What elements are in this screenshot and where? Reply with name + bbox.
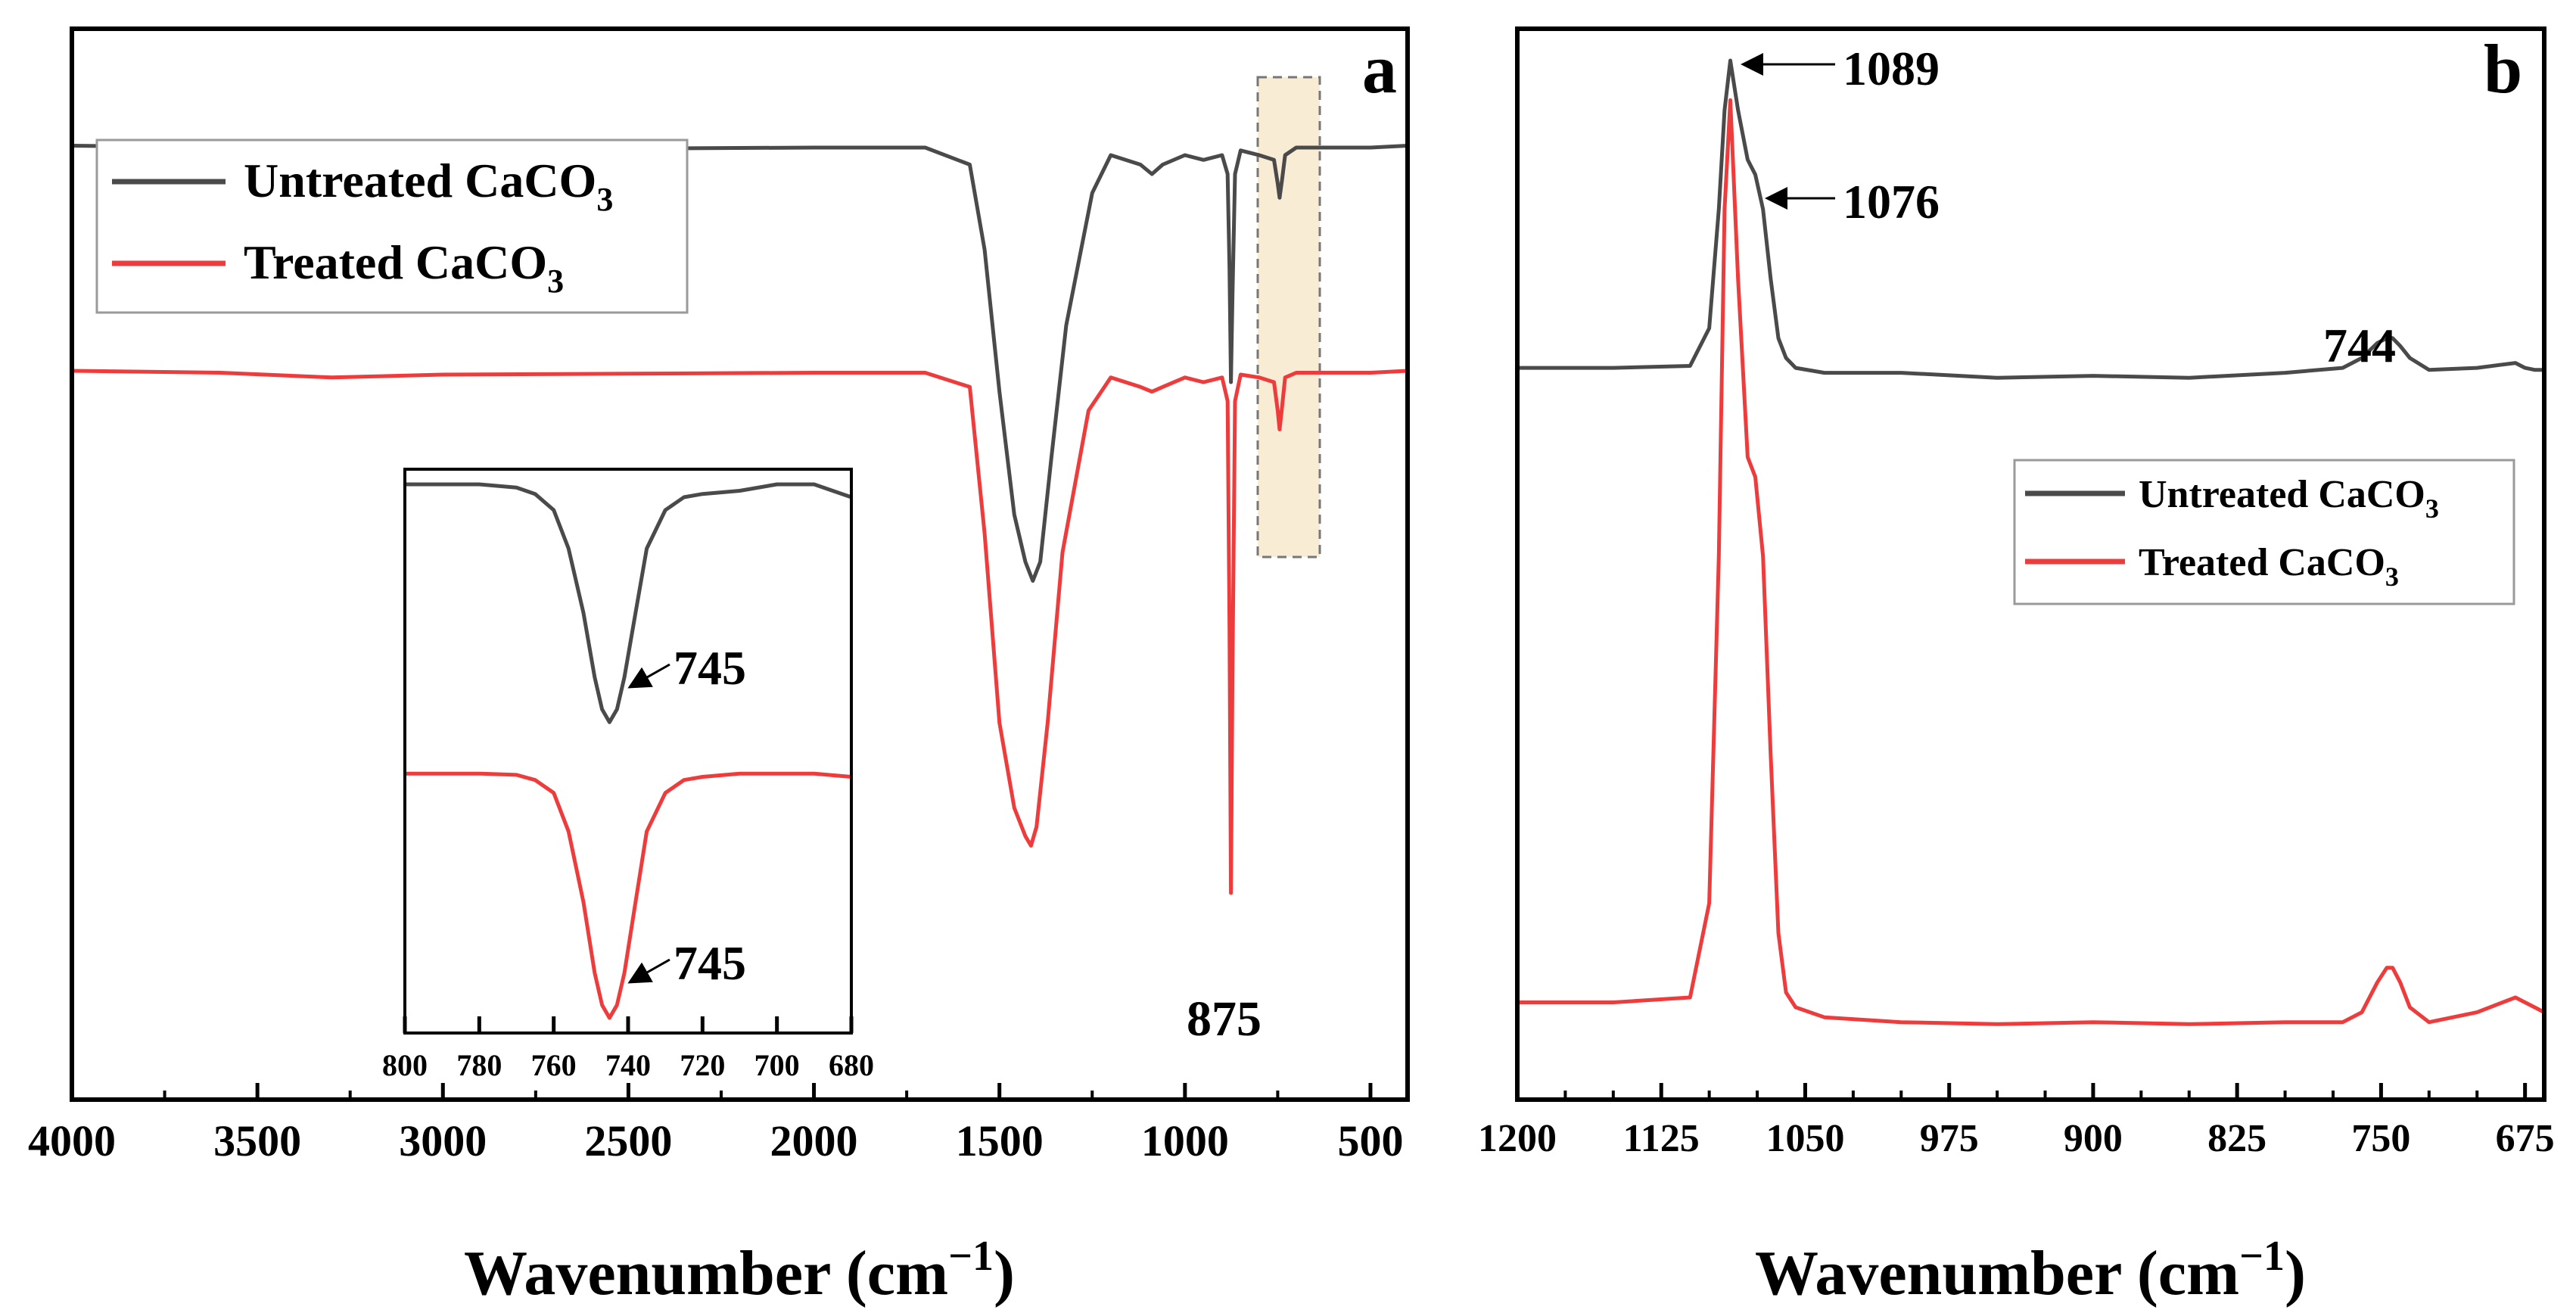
panel-a-tick-label: 4000 <box>28 1116 116 1165</box>
panel-a-tick-label: 3500 <box>213 1116 301 1165</box>
inset-peak-label-treated: 745 <box>674 936 746 990</box>
peak-label-744: 744 <box>2323 319 2396 372</box>
panel-b-series <box>1517 58 2546 1026</box>
panel-b-series-line-treated <box>1517 98 2546 1026</box>
legend-box <box>2013 459 2515 605</box>
panel-a-label: a <box>1362 30 1397 107</box>
panel-a-legend: Untreated CaCO3 Treated CaCO3 <box>95 138 689 314</box>
inset-plot: 800 780 760 740 720 700 680 745 745 <box>382 468 874 1082</box>
inset-x-ticks: 800 780 760 740 720 700 680 <box>382 1016 874 1082</box>
panel-b-frame <box>1515 26 2546 1102</box>
inset-series-line-untreated <box>405 482 852 724</box>
panel-a-x-ticks: 4000 3500 3000 2500 2000 1500 1000 500 <box>28 1083 1403 1165</box>
legend-box <box>95 138 689 314</box>
panel-a-tick-label: 2500 <box>584 1116 672 1165</box>
panel-b-tick-label: 900 <box>2064 1117 2123 1160</box>
legend-label-untreated: Untreated CaCO3 <box>244 154 613 218</box>
inset-tick-label: 720 <box>680 1048 725 1082</box>
legend-label-treated: Treated CaCO3 <box>244 235 564 300</box>
panel-b-x-ticks: 1200 1125 1050 975 900 825 750 675 <box>1478 1083 2555 1160</box>
inset-tick-label: 800 <box>382 1048 428 1082</box>
inset-tick-label: 760 <box>531 1048 577 1082</box>
panel-b-tick-label: 825 <box>2207 1117 2266 1160</box>
inset-tick-label: 780 <box>456 1048 502 1082</box>
inset-arrow-treated <box>627 958 670 984</box>
panel-b-tick-label: 975 <box>1920 1117 1979 1160</box>
panel-a-series-line-treated <box>71 369 1408 895</box>
panel-a-frame <box>70 26 1410 1102</box>
peak-label-1076: 1076 <box>1843 175 1940 229</box>
panel-a-series-line-untreated <box>71 144 1408 583</box>
panel-b-legend: Untreated CaCO3 Treated CaCO3 <box>2013 459 2515 605</box>
inset-tick-label: 700 <box>754 1048 800 1082</box>
panel-b-series-line-untreated <box>1517 58 2544 380</box>
inset-tick-label: 740 <box>605 1048 651 1082</box>
panel-b-tick-label: 750 <box>2351 1117 2410 1160</box>
peak-label-1089: 1089 <box>1843 42 1940 95</box>
inset-arrow-untreated <box>627 663 670 689</box>
panel-a-tick-label: 1500 <box>956 1116 1044 1165</box>
panel-b-tick-label: 1050 <box>1766 1117 1844 1160</box>
inset-tick-label: 680 <box>829 1048 874 1082</box>
legend-label-treated: Treated CaCO3 <box>2139 541 2399 592</box>
panel-b-tick-label: 1200 <box>1478 1117 1557 1160</box>
panel-b-label: b <box>2484 30 2522 107</box>
panel-a-tick-label: 1000 <box>1141 1116 1229 1165</box>
panel-a-series <box>71 144 1408 895</box>
panel-b-tick-label: 675 <box>2496 1117 2555 1160</box>
panel-a-tick-label: 3000 <box>399 1116 487 1165</box>
panel-b: 1200 1125 1050 975 900 825 750 675 b 1089 1076 … <box>1478 26 2555 1308</box>
inset-series <box>405 482 852 1020</box>
inset-peak-label-untreated: 745 <box>674 641 746 695</box>
panel-a-tick-label: 2000 <box>770 1116 858 1165</box>
panel-a-x-axis-label: Wavenumber (cm−1) <box>464 1233 1015 1308</box>
inset-series-line-treated <box>405 771 852 1020</box>
panel-b-x-axis-label: Wavenumber (cm−1) <box>1755 1233 2306 1308</box>
panel-b-tick-label: 1125 <box>1623 1117 1700 1160</box>
panel-a: 4000 3500 3000 2500 2000 1500 1000 500 a Untrea… <box>28 26 1410 1308</box>
peak-label-875: 875 <box>1187 991 1262 1047</box>
legend-label-untreated: Untreated CaCO3 <box>2139 473 2439 524</box>
panel-a-tick-label: 500 <box>1337 1116 1403 1165</box>
